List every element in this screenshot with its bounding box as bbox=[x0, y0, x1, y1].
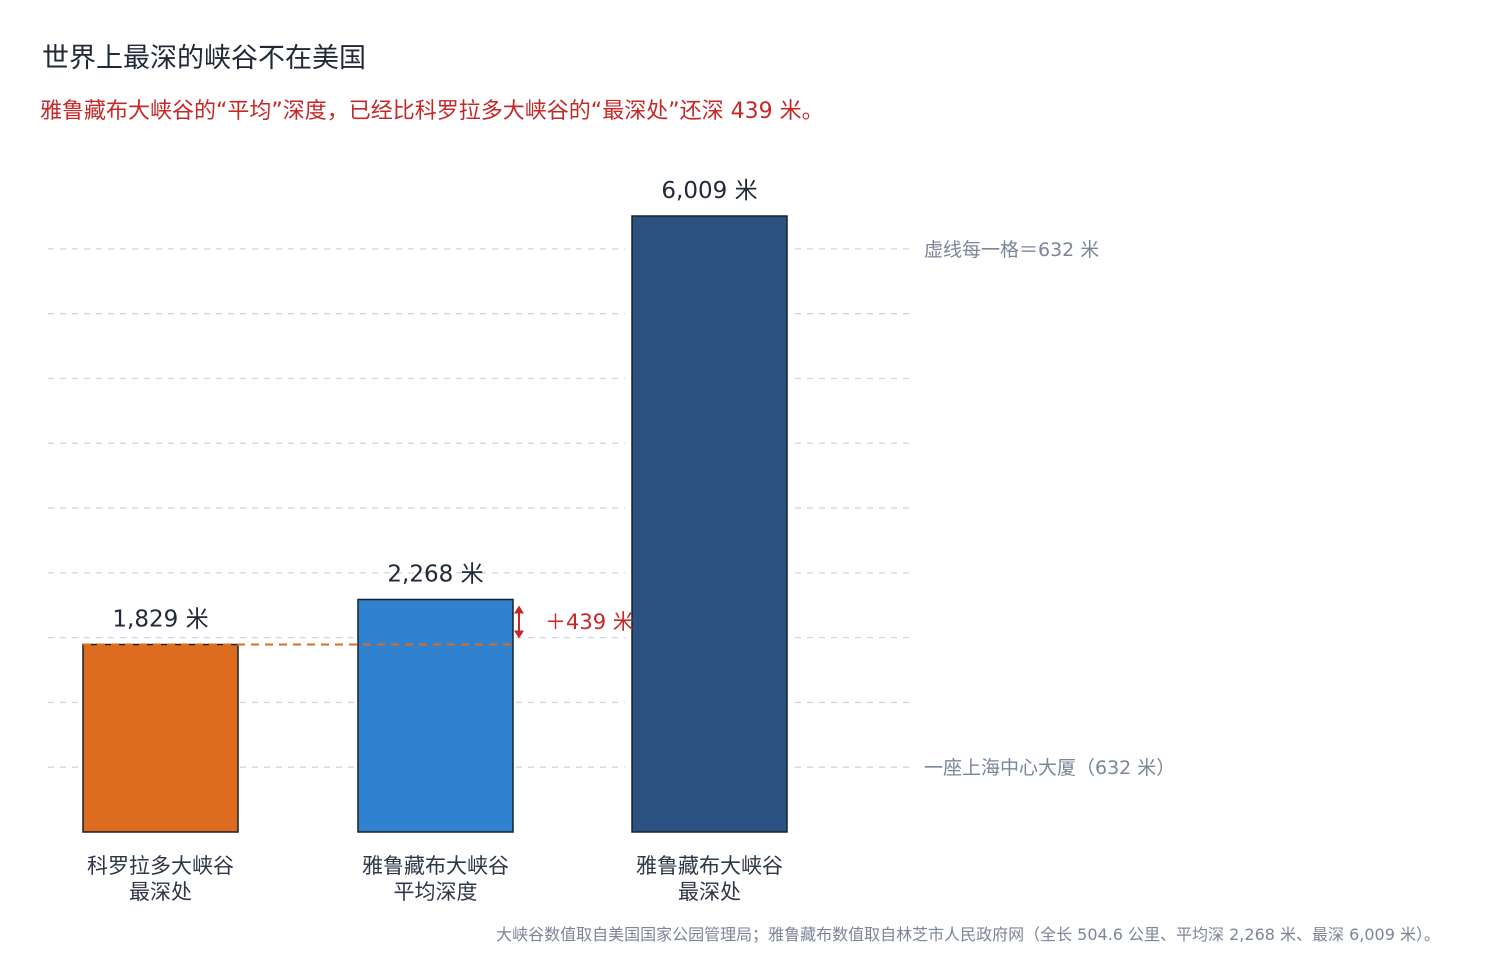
chart-subtitle: 雅鲁藏布大峡谷的“平均”深度，已经比科罗拉多大峡谷的“最深处”还深 439 米。 bbox=[40, 99, 824, 124]
grid-scale-note: 虚线每一格＝632 米 bbox=[924, 239, 1099, 261]
category-label: 雅鲁藏布大峡谷 bbox=[362, 854, 509, 878]
category-label: 科罗拉多大峡谷 bbox=[87, 854, 234, 878]
category-label: 雅鲁藏布大峡谷 bbox=[636, 854, 783, 878]
bar bbox=[82, 643, 239, 833]
bar bbox=[357, 598, 514, 833]
difference-arrow-head bbox=[514, 630, 524, 639]
source-note: 大峡谷数值取自美国国家公园管理局；雅鲁藏布数值取自林芝市人民政府网（全长 504… bbox=[496, 925, 1440, 944]
bar-value-label: 6,009 米 bbox=[661, 178, 757, 204]
reference-note: 一座上海中心大厦（632 米） bbox=[924, 757, 1175, 779]
category-label: 最深处 bbox=[678, 880, 741, 904]
category-label: 平均深度 bbox=[394, 880, 478, 904]
bar-value-label: 1,829 米 bbox=[112, 607, 208, 633]
difference-label: ＋439 米 bbox=[545, 610, 634, 634]
bar bbox=[631, 215, 788, 833]
category-label: 最深处 bbox=[129, 880, 192, 904]
bar-value-label: 2,268 米 bbox=[387, 562, 483, 588]
chart-title: 世界上最深的峡谷不在美国 bbox=[42, 43, 366, 74]
difference-arrow-head bbox=[514, 605, 524, 614]
